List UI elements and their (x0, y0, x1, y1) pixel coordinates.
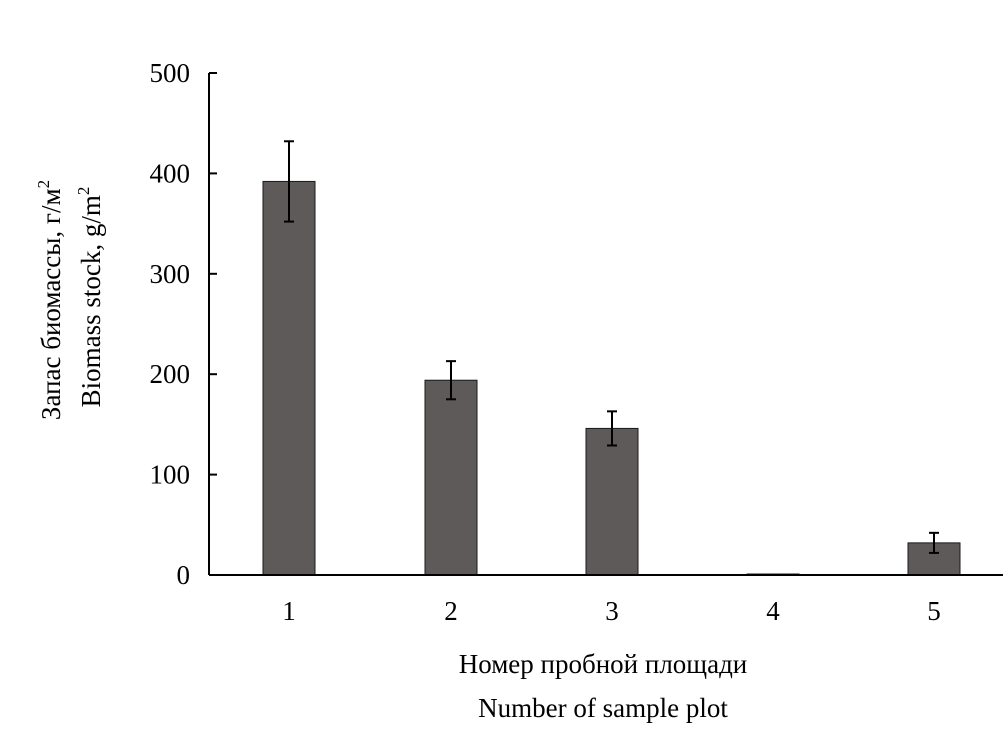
y-axis-title-line-1-text: Запас биомассы, г/м (36, 188, 66, 420)
error-bar-5 (929, 531, 939, 554)
y-tick-label-300: 300 (150, 259, 191, 289)
y-tick-label-400: 400 (150, 158, 191, 188)
error-bar-3 (607, 410, 617, 447)
y-axis-title-line-1-superscript: 2 (34, 180, 53, 189)
y-axis-title-line-2-text: Biomass stock, g/m (76, 195, 106, 407)
y-tick-label-100: 100 (150, 460, 191, 490)
axes-layer (208, 73, 1003, 576)
y-axis-title-line-2-superscript: 2 (74, 187, 93, 196)
x-tick-label-2: 2 (444, 596, 458, 626)
x-ticks-layer: 1 2 3 4 5 (282, 596, 941, 626)
error-bar-1 (284, 140, 294, 223)
x-tick-label-1: 1 (282, 596, 296, 626)
y-axis-title-line-1: Запас биомассы, г/м2 (34, 180, 66, 420)
y-ticks-layer: 0 100 200 300 400 500 (150, 58, 217, 590)
bar-2 (424, 379, 478, 576)
y-axis-title-line-1-group: Запас биомассы, г/м2 (34, 180, 66, 420)
bar-1 (262, 180, 316, 576)
y-tick-label-200: 200 (150, 359, 191, 389)
error-bars-layer (284, 140, 939, 554)
y-tick-label-0: 0 (177, 560, 191, 590)
x-tick-label-4: 4 (766, 596, 780, 626)
x-tick-label-3: 3 (605, 596, 619, 626)
bars-layer (262, 180, 961, 576)
x-axis-title-line-1: Номер пробной площади (459, 649, 748, 679)
error-bar-2 (446, 360, 456, 401)
x-axis-title-line-2: Number of sample plot (478, 693, 728, 723)
y-tick-label-500: 500 (150, 58, 191, 88)
x-tick-label-5: 5 (927, 596, 941, 626)
bar-3 (585, 427, 639, 576)
y-axis-title-line-2-group: Biomass stock, g/m2 (74, 187, 106, 408)
y-axis-title-line-2: Biomass stock, g/m2 (74, 187, 106, 408)
